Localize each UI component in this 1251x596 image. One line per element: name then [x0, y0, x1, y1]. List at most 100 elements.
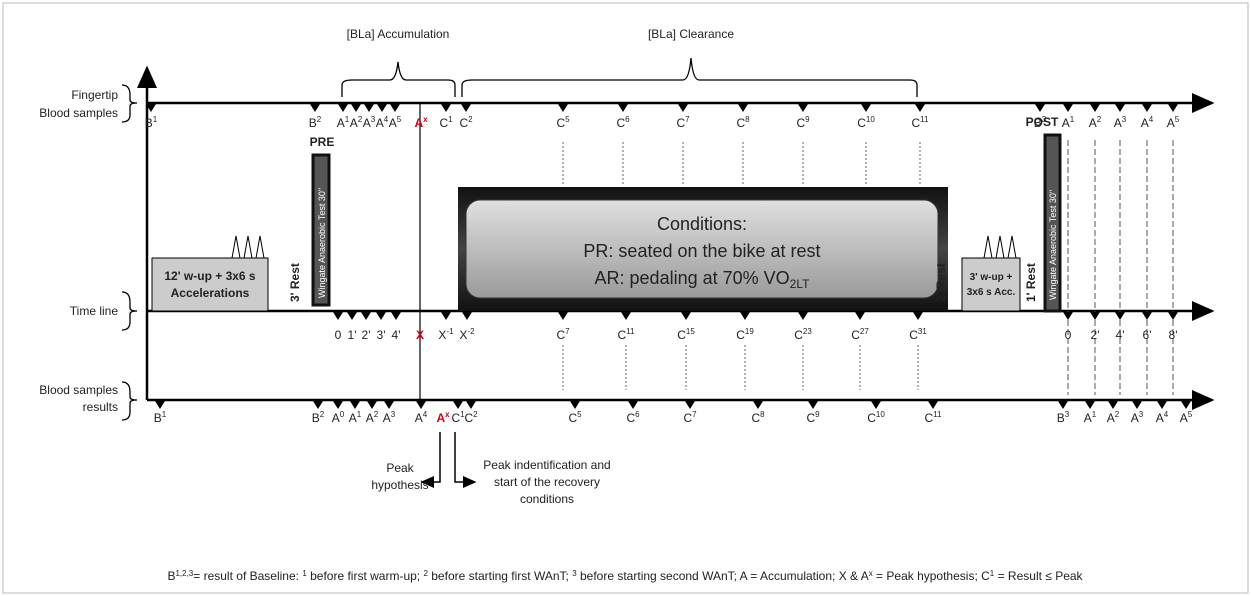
- rest-label: 3' Rest: [288, 263, 302, 302]
- sample-label: X-1: [438, 327, 454, 342]
- sample-label: A2: [350, 115, 363, 130]
- sample-sup: 1: [460, 410, 465, 419]
- sample-base: A: [1167, 116, 1175, 130]
- sample-sup: 3: [1122, 115, 1127, 124]
- sample-sup: 2: [320, 410, 325, 419]
- sample-base: C: [556, 116, 565, 130]
- sample-base: C: [451, 411, 460, 425]
- sample-label: B2: [309, 115, 322, 130]
- sample-sup: 3: [391, 410, 396, 419]
- sample-marker: [384, 401, 394, 409]
- sample-sup: 7: [692, 410, 697, 419]
- sample-base: C: [677, 328, 686, 342]
- footer-sup: x: [869, 569, 873, 578]
- sample-marker: [1063, 104, 1073, 112]
- sample-marker: [808, 401, 818, 409]
- sample-label: 2': [1091, 328, 1100, 342]
- sample-label: 3': [377, 328, 386, 342]
- sample-label: A3: [1114, 115, 1127, 130]
- sample-marker: [351, 104, 361, 112]
- sample-marker: [347, 312, 357, 320]
- footer-text: = Peak hypothesis; C: [873, 569, 990, 583]
- sample-label: A5: [1167, 115, 1180, 130]
- sample-marker: [915, 104, 925, 112]
- sample-label: 0: [335, 328, 342, 342]
- sample-base: A: [350, 116, 358, 130]
- sample-sup: 11: [920, 115, 929, 124]
- sample-marker: [928, 401, 938, 409]
- sample-sup: 2: [473, 410, 478, 419]
- sample-sup: 7: [685, 115, 690, 124]
- sample-base: C: [459, 116, 468, 130]
- sample-sup: 31: [918, 327, 927, 336]
- sample-label: C23: [794, 327, 812, 342]
- sample-label: C5: [556, 115, 570, 130]
- sample-marker: [1115, 312, 1125, 320]
- sample-label: A3: [1131, 410, 1144, 425]
- sample-sup: 3: [1042, 115, 1047, 124]
- sample-base: C: [618, 328, 627, 342]
- sample-marker: [333, 401, 343, 409]
- sample-marker: [1142, 104, 1152, 112]
- sample-base: A: [383, 411, 391, 425]
- sample-sup: 2: [317, 115, 322, 124]
- sample-marker: [861, 104, 871, 112]
- sample-base: 0: [335, 328, 342, 342]
- sample-base: A: [1084, 411, 1092, 425]
- sample-marker: [678, 104, 688, 112]
- sample-base: B: [309, 116, 317, 130]
- sample-label: 4': [1116, 328, 1125, 342]
- sample-marker: [350, 401, 360, 409]
- sample-base: C: [683, 411, 692, 425]
- sample-label: B1: [145, 115, 158, 130]
- sample-sup: 5: [1188, 410, 1193, 419]
- sample-marker: [462, 312, 472, 320]
- sample-marker: [1035, 104, 1045, 112]
- row-label: Fingertip: [71, 88, 118, 102]
- sample-marker: [1090, 104, 1100, 112]
- sample-label: C11: [912, 115, 930, 130]
- sample-sup: 1: [357, 410, 362, 419]
- sample-sup: 6: [635, 410, 640, 419]
- sample-marker: [146, 104, 156, 112]
- sample-label: A2: [366, 410, 379, 425]
- sample-base: A: [389, 116, 397, 130]
- sample-marker: [333, 312, 343, 320]
- sample-label: C10: [867, 410, 885, 425]
- sample-base: 4': [1116, 328, 1125, 342]
- sample-marker: [738, 104, 748, 112]
- sample-label: A2: [1107, 410, 1120, 425]
- sample-base: 3': [377, 328, 386, 342]
- sprint-spikes: [983, 235, 1017, 259]
- sample-label: A2: [1089, 115, 1102, 130]
- conditions-panel: [465, 199, 939, 299]
- sample-base: C: [439, 116, 448, 130]
- sample-sup: 2: [468, 115, 473, 124]
- sample-sup: 27: [860, 327, 869, 336]
- sample-marker: [798, 312, 808, 320]
- guide-lines: [562, 142, 921, 390]
- sample-label: C6: [626, 410, 640, 425]
- sample-sup: 15: [686, 327, 695, 336]
- sample-marker: [621, 312, 631, 320]
- sample-marker: [685, 401, 695, 409]
- sample-label: A3: [383, 410, 396, 425]
- sample-base: A: [337, 116, 345, 130]
- conditions-pr: PR: seated on the bike at rest: [583, 241, 820, 261]
- sample-label: A1: [1062, 115, 1075, 130]
- sample-label: 8': [1169, 328, 1178, 342]
- sample-sup: 3: [1065, 410, 1070, 419]
- conditions-ar: AR: pedaling at 70% VO2LT: [595, 268, 811, 291]
- sample-sup: -2: [467, 327, 475, 336]
- post-label: POST: [1026, 115, 1059, 129]
- sample-label: B3: [1034, 115, 1047, 130]
- sample-sup: 9: [805, 115, 810, 124]
- sample-base: A: [363, 116, 371, 130]
- sample-base: A: [349, 411, 357, 425]
- sample-label: A5: [1180, 410, 1193, 425]
- sample-base: 2': [1091, 328, 1100, 342]
- sample-label: C19: [736, 327, 754, 342]
- warmup-text: 12' w-up + 3x6 s: [164, 269, 256, 283]
- sample-marker: [1181, 401, 1191, 409]
- sample-base: B: [1057, 411, 1065, 425]
